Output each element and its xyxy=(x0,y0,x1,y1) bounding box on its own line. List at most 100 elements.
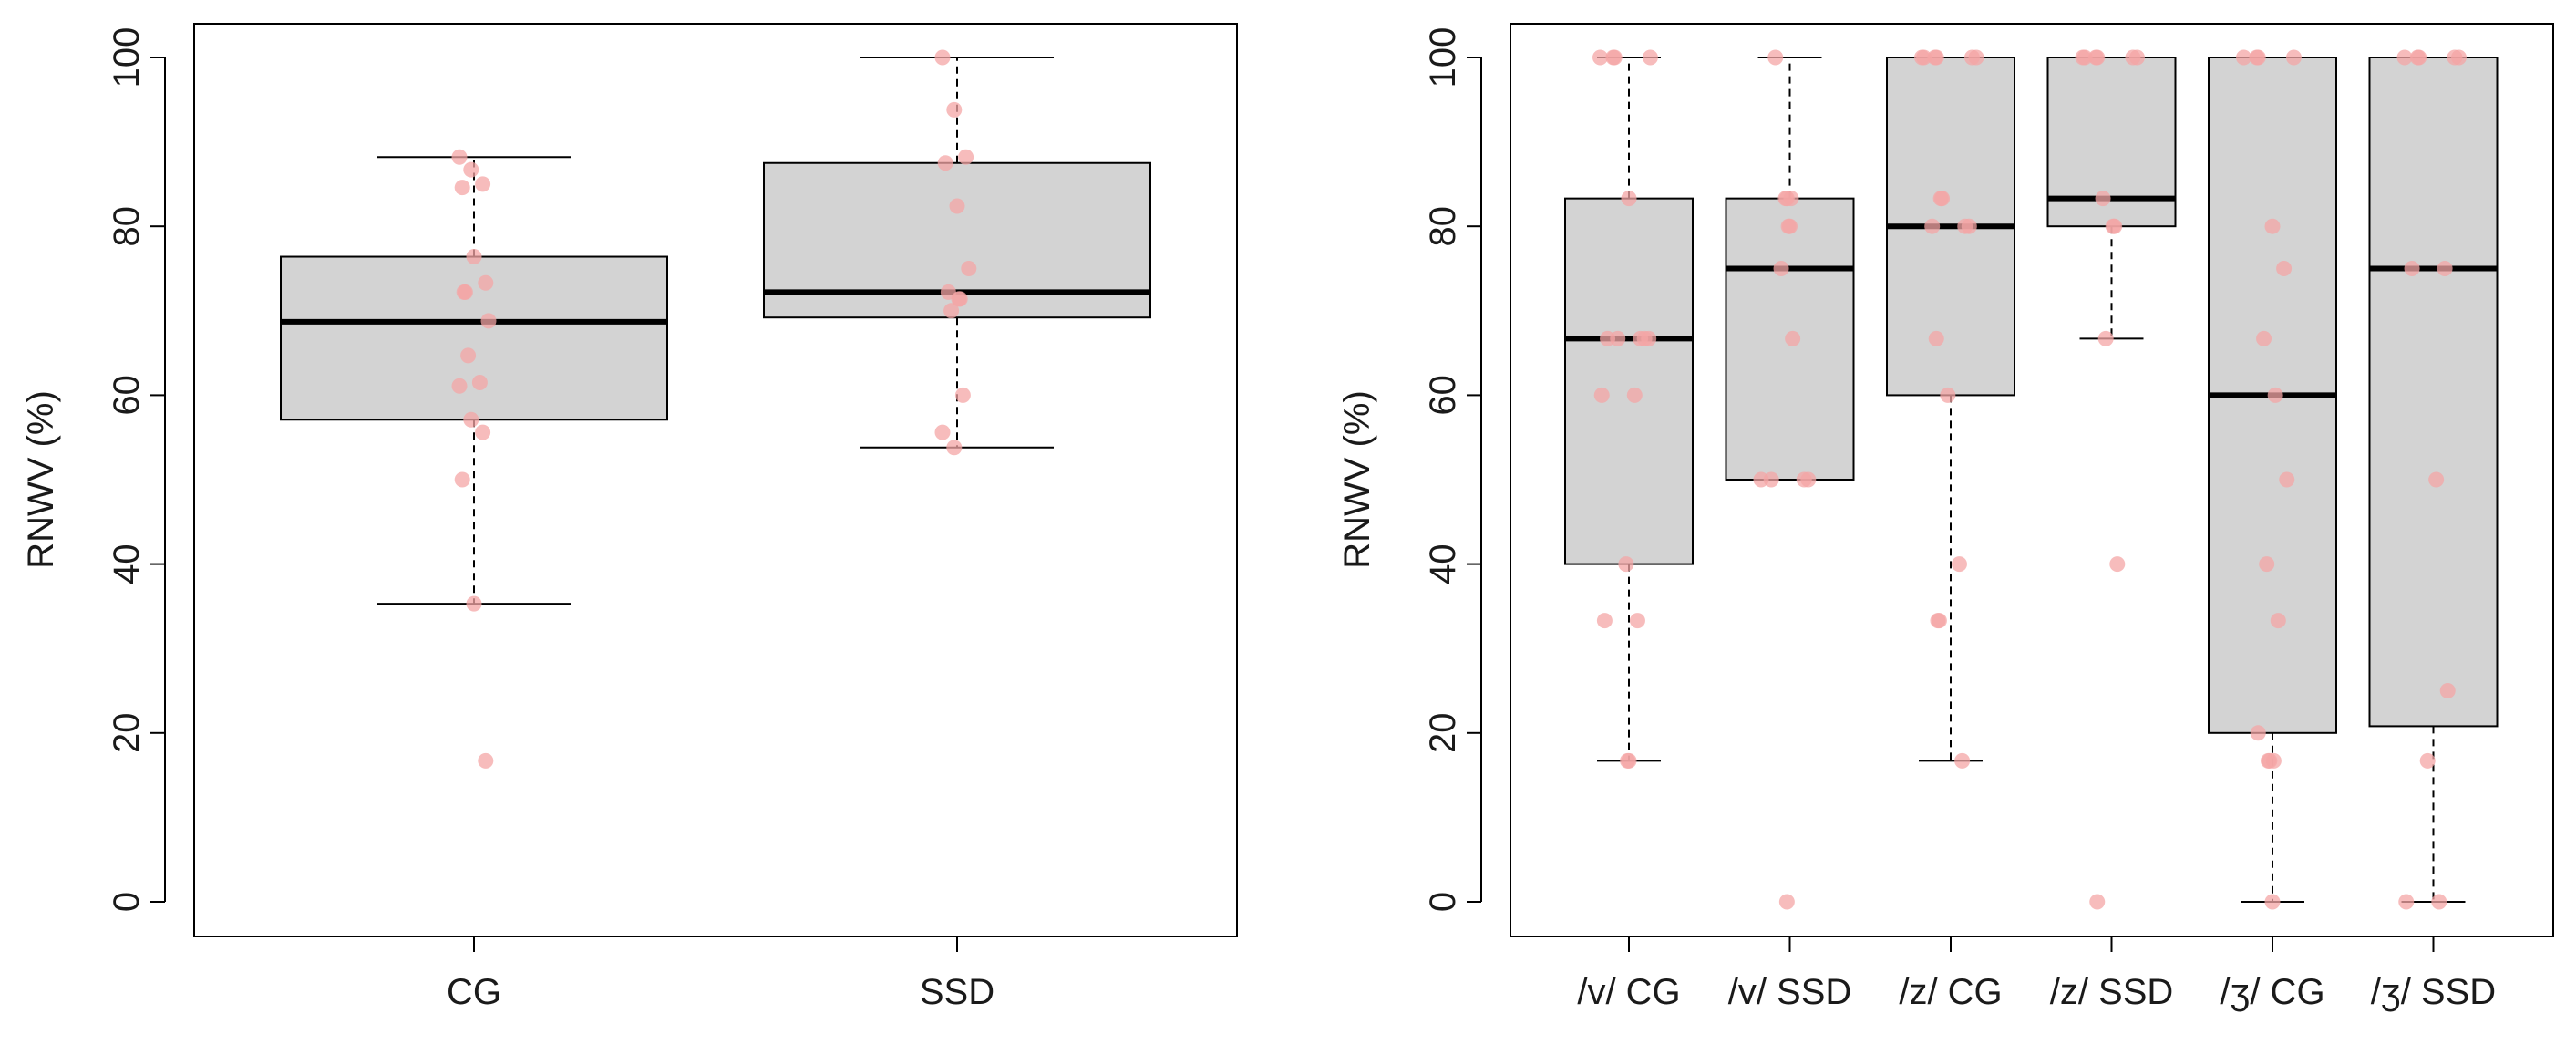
data-point xyxy=(478,274,494,291)
data-point xyxy=(1596,613,1613,629)
box-group-1: CG xyxy=(280,149,668,1012)
data-point xyxy=(934,49,951,66)
data-point xyxy=(1968,49,1984,66)
data-point xyxy=(2265,752,2282,769)
data-point xyxy=(2419,752,2436,769)
data-point xyxy=(2105,218,2121,234)
data-point xyxy=(2097,330,2114,346)
x-tick-label: SSD xyxy=(920,972,994,1012)
data-point xyxy=(1773,261,1789,276)
data-point xyxy=(937,155,953,171)
data-point xyxy=(1928,330,1944,346)
data-point xyxy=(2285,49,2302,66)
data-point xyxy=(2270,613,2286,629)
data-point xyxy=(958,149,974,165)
data-point xyxy=(1605,49,1622,66)
y-tick-label: 0 xyxy=(1423,892,1463,912)
y-axis-title: RNWV (%) xyxy=(21,390,61,569)
y-tick-label: 80 xyxy=(107,206,147,247)
data-point xyxy=(2259,556,2275,573)
box-iqr xyxy=(2368,57,2499,728)
data-point xyxy=(2236,49,2251,66)
data-point xyxy=(2279,471,2295,488)
data-point xyxy=(1783,191,1799,207)
data-point xyxy=(2250,725,2266,741)
data-point xyxy=(1621,191,1637,207)
data-point xyxy=(2431,894,2447,910)
data-point xyxy=(471,375,488,391)
data-point xyxy=(478,752,494,769)
x-tick-label: /ʒ/ SSD xyxy=(2371,972,2496,1012)
box-iqr xyxy=(1564,197,1694,565)
data-point xyxy=(1642,49,1658,66)
data-point xyxy=(1753,471,1769,488)
y-tick-label: 40 xyxy=(107,543,147,584)
y-tick-label: 40 xyxy=(1423,543,1463,584)
data-point xyxy=(1620,752,1636,769)
y-tick-label: 100 xyxy=(107,27,147,88)
y-tick-label: 80 xyxy=(1423,206,1463,247)
data-point xyxy=(1940,387,1956,403)
data-point xyxy=(451,149,468,165)
data-point xyxy=(1641,330,1657,346)
data-point xyxy=(1785,330,1801,346)
data-point xyxy=(1778,894,1795,910)
data-point xyxy=(2264,218,2281,234)
data-point xyxy=(1800,471,1817,488)
box-group-2: SSD xyxy=(763,49,1151,1012)
box-group-6: /ʒ/ SSD xyxy=(2368,49,2499,1012)
data-point xyxy=(1626,387,1643,403)
box-iqr xyxy=(280,255,668,421)
data-point xyxy=(1930,613,1946,629)
data-point xyxy=(2089,894,2106,910)
box-group-1: /v/ CG xyxy=(1564,49,1694,1012)
data-point xyxy=(934,424,951,440)
data-point xyxy=(2095,191,2111,207)
data-point xyxy=(2398,894,2415,910)
box-group-2: /v/ SSD xyxy=(1725,49,1855,1012)
data-point xyxy=(1618,556,1634,573)
panel-1: 0 20 40 60 80 100 RNWV (%) CG SSD xyxy=(21,23,1238,1012)
y-tick-label: 60 xyxy=(1423,375,1463,416)
y-tick-label: 20 xyxy=(1423,713,1463,754)
data-point xyxy=(480,313,497,329)
data-point xyxy=(2437,261,2453,276)
data-point xyxy=(475,424,491,440)
panel-2: 0 20 40 60 80 100 RNWV (%) /v/ CG/v/ SSD/z/ CG /… xyxy=(1337,23,2554,1012)
x-tick-label: /z/ SSD xyxy=(2050,972,2174,1012)
data-point xyxy=(475,176,491,192)
data-point xyxy=(460,347,477,364)
data-point xyxy=(2249,49,2265,66)
x-tick-label: CG xyxy=(447,972,501,1012)
box-group-4: /z/ SSD xyxy=(2046,49,2177,1012)
data-point xyxy=(2428,471,2445,488)
x-tick-label: /ʒ/ CG xyxy=(2220,972,2324,1012)
data-point xyxy=(961,261,977,276)
data-point xyxy=(466,595,482,612)
data-point xyxy=(2256,330,2272,346)
y-tick-label: 100 xyxy=(1423,27,1463,88)
data-point xyxy=(2404,261,2420,276)
data-point xyxy=(1629,613,1645,629)
data-point xyxy=(951,291,967,307)
data-point xyxy=(949,198,965,214)
data-point xyxy=(2109,556,2126,573)
data-point xyxy=(2276,261,2293,276)
data-point xyxy=(2396,49,2413,66)
data-point xyxy=(1780,218,1797,234)
data-point xyxy=(1961,218,1977,234)
data-point xyxy=(1916,49,1932,66)
x-tick-label: /z/ CG xyxy=(1899,972,2002,1012)
data-point xyxy=(454,471,470,488)
data-point xyxy=(2409,49,2426,66)
data-point xyxy=(954,387,971,403)
data-point xyxy=(2451,49,2467,66)
data-point xyxy=(946,440,963,456)
data-point xyxy=(466,249,482,265)
data-point xyxy=(1951,556,1967,573)
data-point xyxy=(1927,49,1943,66)
data-point xyxy=(2264,894,2281,910)
data-point xyxy=(2087,49,2104,66)
data-point xyxy=(1610,330,1626,346)
